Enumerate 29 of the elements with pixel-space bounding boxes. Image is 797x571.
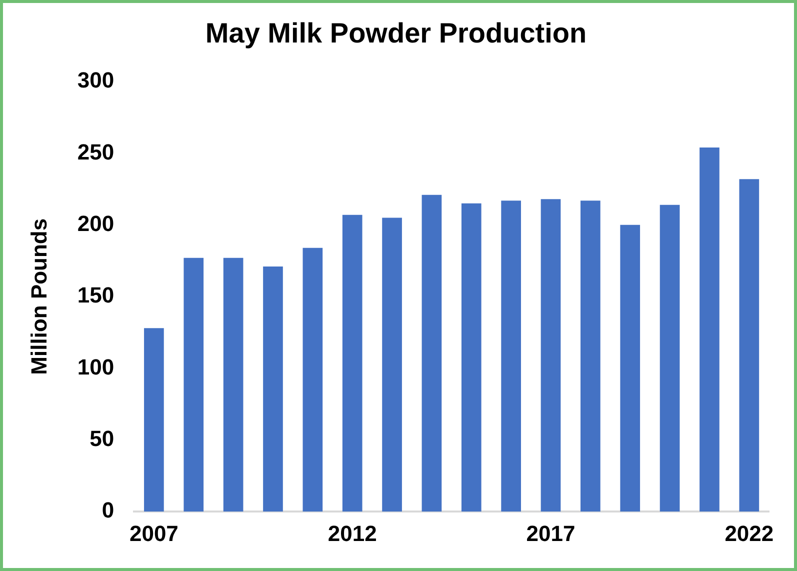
bar [422,194,442,512]
y-tick-label: 50 [90,426,114,451]
y-tick-label: 100 [77,354,114,380]
y-tick-label: 300 [77,68,114,93]
x-tick-label: 2022 [724,520,774,546]
bar [501,200,521,512]
bar [342,214,362,512]
y-tick-label: 200 [77,210,114,236]
bar [580,200,600,512]
y-tick-label: 0 [102,498,114,523]
y-tick-label: 250 [77,139,114,164]
bar [700,148,720,512]
x-tick-label: 2007 [129,520,178,546]
bar [184,258,204,512]
bar [540,199,561,512]
x-tick-label: 2012 [328,520,377,546]
bar [620,224,640,512]
y-tick-label: 150 [77,282,114,308]
bar [660,204,680,512]
chart-title: May Milk Powder Production [205,18,587,49]
y-axis-title: Million Pounds [26,218,52,375]
bar [382,218,402,512]
bar [302,248,323,512]
x-tick-label: 2017 [526,520,576,546]
bar [263,266,283,512]
bar [223,258,244,512]
bar [739,179,760,512]
bar [144,328,164,512]
bar [461,203,482,512]
